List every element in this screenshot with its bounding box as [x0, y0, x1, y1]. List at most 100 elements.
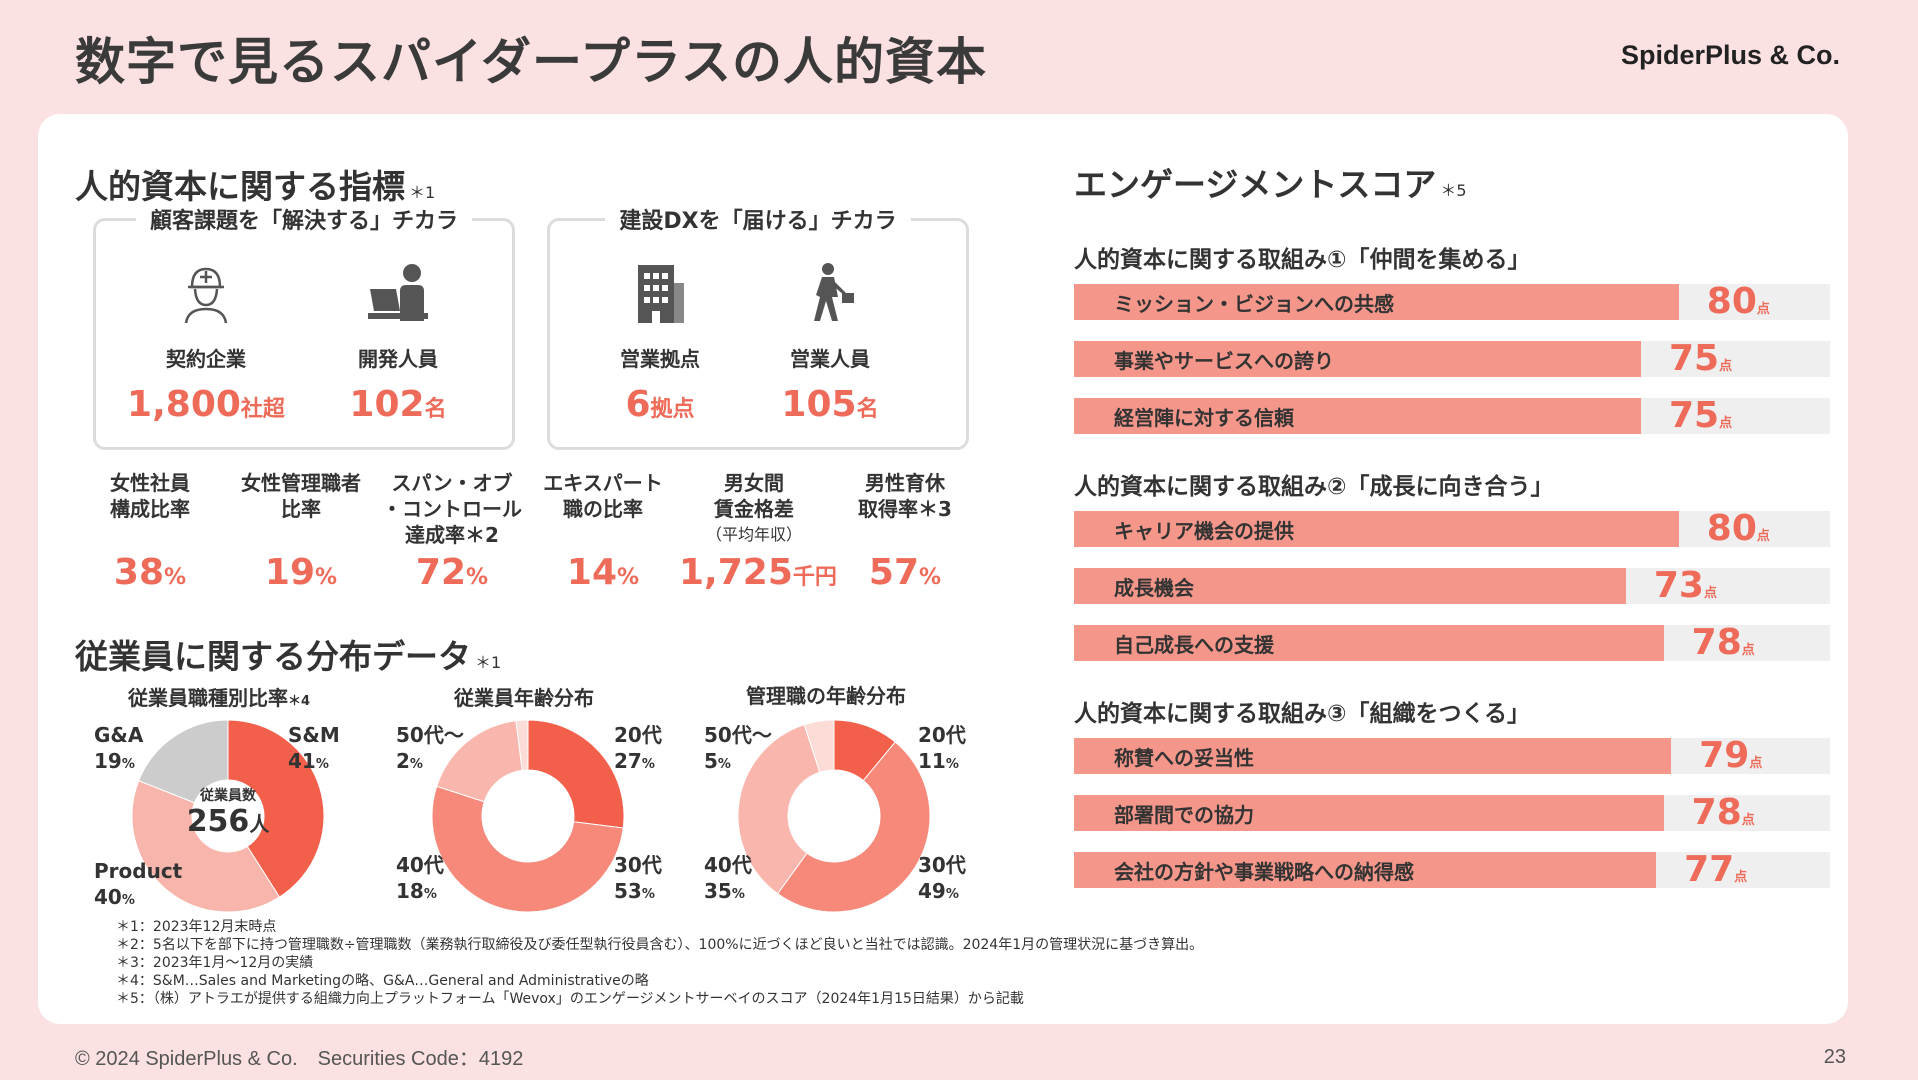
- kpi-dev-staff: 開発人員 102名: [308, 261, 488, 425]
- page-number: 23: [1823, 1046, 1846, 1068]
- metric-label: 男性育休 取得率＊3: [858, 471, 952, 521]
- pie-center-value: 256人: [186, 804, 270, 839]
- engagement-bar-row: ミッション・ビジョンへの共感 80点: [1074, 281, 1830, 322]
- footnote: ＊2：5名以下を部下に持つ管理職数÷管理職数（業務執行取締役及び委任型執行役員含…: [116, 937, 1204, 953]
- kpi-sales-offices: 営業拠点 6拠点: [570, 261, 750, 425]
- engagement-score-label: 77点: [1684, 849, 1748, 890]
- footnote: ＊5：（株）アトラエが提供する組織力向上プラットフォーム「Wevox」のエンゲー…: [116, 991, 1024, 1007]
- pie-slice: [138, 719, 229, 804]
- page-title: 数字で見るスパイダープラスの人的資本: [75, 33, 987, 91]
- engagement-section-title: エンゲージメントスコア ＊5: [1074, 158, 1467, 206]
- footnotes: ＊1：2023年12月末時点 ＊2：5名以下を部下に持つ管理職数÷管理職数（業務…: [116, 918, 1203, 1008]
- manager-age-donut-chart: [737, 719, 931, 913]
- engagement-bar: [1074, 398, 1641, 434]
- footnote: ＊4：S&M…Sales and Marketingの略、G&A…General…: [116, 973, 649, 989]
- slice-label-sm: S&M 41%: [288, 723, 340, 773]
- metric-label: 女性社員 構成比率: [110, 471, 190, 521]
- engagement-score-label: 73点: [1653, 565, 1717, 606]
- engagement-bar: [1074, 795, 1664, 831]
- pie-slice: [515, 719, 529, 771]
- engagement-bar: [1074, 284, 1679, 320]
- donut-label-30s: 30代 53%: [614, 853, 662, 903]
- engagement-bar-label: 事業やサービスへの誇り: [1114, 349, 1334, 373]
- donut-label-50s: 50代～ 5%: [704, 723, 772, 773]
- engagement-group-title: 人的資本に関する取組み③「組織をつくる」: [1074, 701, 1531, 727]
- pie-slice: [527, 719, 625, 829]
- kpi-value: 6拠点: [625, 384, 695, 425]
- metric-value: 72%: [415, 552, 489, 593]
- job-type-pie-chart: [131, 719, 325, 913]
- kpi-contract-companies: 契約企業 1,800社超: [116, 261, 296, 425]
- metric-label: スパン・オブ ・コントロール 達成率＊2: [382, 471, 522, 547]
- engagement-score-label: 79点: [1699, 735, 1763, 776]
- metric-value: 14%: [566, 552, 640, 593]
- donut-label-20s: 20代 27%: [614, 723, 662, 773]
- metric-label: 男女間 賃金格差 （平均年収）: [679, 470, 829, 548]
- engagement-bar: [1074, 568, 1626, 604]
- engagement-score-label: 80点: [1706, 508, 1770, 549]
- distribution-note-mark: ＊1: [475, 653, 502, 672]
- kpi-value: 1,800社超: [127, 384, 285, 425]
- metric-gender-pay-gap: 男女間 賃金格差 （平均年収） 1,725千円: [679, 470, 837, 593]
- engagement-bar-label: 成長機会: [1114, 576, 1194, 600]
- engagement-bar-row: キャリア機会の提供 80点: [1074, 508, 1830, 549]
- pie-slice: [737, 724, 821, 895]
- metric-value: 19%: [264, 552, 338, 593]
- engagement-bar: [1074, 625, 1664, 661]
- engagement-bar-row: 成長機会 73点: [1074, 565, 1830, 606]
- engagement-bar: [1074, 341, 1641, 377]
- donut-label-40s: 40代 35%: [704, 853, 752, 903]
- age-donut-chart: [431, 719, 625, 913]
- metric-expert-ratio: エキスパート 職の比率 14%: [528, 470, 678, 593]
- engagement-bar: [1074, 738, 1672, 774]
- indicators-note-mark: ＊1: [409, 183, 436, 202]
- engagement-bar-label: 自己成長への支援: [1114, 633, 1274, 657]
- deliver-power-box-title: 建設DXを「届ける」チカラ: [550, 203, 966, 235]
- engagement-bar-label: キャリア機会の提供: [1114, 519, 1294, 543]
- developer-at-laptop-icon: [366, 261, 430, 325]
- distribution-section-title: 従業員に関する分布データ ＊1: [75, 630, 501, 678]
- engagement-bar-label: 経営陣に対する信頼: [1114, 406, 1294, 430]
- metric-female-manager-ratio: 女性管理職者 比率 19%: [226, 470, 376, 593]
- slice-label-ga: G&A 19%: [94, 723, 144, 773]
- engagement-score-label: 78点: [1691, 792, 1755, 833]
- solve-power-box-title: 顧客課題を「解決する」チカラ: [96, 203, 512, 235]
- metric-female-ratio: 女性社員 構成比率 38%: [75, 470, 225, 593]
- donut-label-30s: 30代 49%: [918, 853, 966, 903]
- job-type-chart-title: 従業員職種別比率＊4: [128, 686, 311, 710]
- metric-value: 1,725千円: [679, 552, 837, 593]
- engagement-score-label: 75点: [1669, 338, 1733, 379]
- age-chart-title: 従業員年齢分布: [454, 686, 594, 710]
- engagement-score-label: 75点: [1669, 395, 1733, 436]
- engagement-bar: [1074, 852, 1657, 888]
- footnote: ＊1：2023年12月末時点: [116, 919, 277, 935]
- pie-slice: [803, 719, 835, 773]
- footnote: ＊3：2023年1月～12月の実績: [116, 955, 314, 971]
- manager-age-chart-title: 管理職の年齢分布: [746, 684, 906, 708]
- indicators-title-text: 人的資本に関する指標: [75, 167, 405, 206]
- engagement-group-title: 人的資本に関する取組み①「仲間を集める」: [1074, 247, 1531, 273]
- distribution-title-text: 従業員に関する分布データ: [75, 637, 471, 676]
- solve-power-box: 顧客課題を「解決する」チカラ 契約企業 1,800社超 開発人員 102名: [93, 209, 515, 450]
- kpi-sales-staff: 営業人員 105名: [740, 261, 920, 425]
- metric-male-parental-leave: 男性育休 取得率＊3 57%: [830, 470, 980, 593]
- pie-center-hole: [192, 780, 264, 852]
- metric-span-of-control: スパン・オブ ・コントロール 達成率＊2 72%: [377, 470, 527, 593]
- engagement-bar-row: 経営陣に対する信頼 75点: [1074, 395, 1830, 436]
- kpi-label: 営業人員: [790, 347, 870, 371]
- copyright: © 2024 SpiderPlus & Co. Securities Code：…: [75, 1048, 524, 1070]
- kpi-label: 開発人員: [358, 347, 438, 371]
- engagement-bar-row: 部署間での協力 78点: [1074, 792, 1830, 833]
- engagement-score-label: 80点: [1706, 281, 1770, 322]
- engagement-score-label: 78点: [1691, 622, 1755, 663]
- deliver-power-box: 建設DXを「届ける」チカラ 営業拠点 6拠点 営業人員 105名: [547, 209, 969, 450]
- engagement-bar-row: 自己成長への支援 78点: [1074, 622, 1830, 663]
- donut-label-40s: 40代 18%: [396, 853, 444, 903]
- pie-slice: [776, 741, 931, 913]
- construction-worker-icon: [174, 261, 238, 325]
- engagement-bar: [1074, 511, 1679, 547]
- engagement-bar-label: 称賛への妥当性: [1114, 746, 1254, 770]
- office-building-icon: [628, 261, 692, 325]
- engagement-bar-row: 事業やサービスへの誇り 75点: [1074, 338, 1830, 379]
- donut-label-20s: 20代 11%: [918, 723, 966, 773]
